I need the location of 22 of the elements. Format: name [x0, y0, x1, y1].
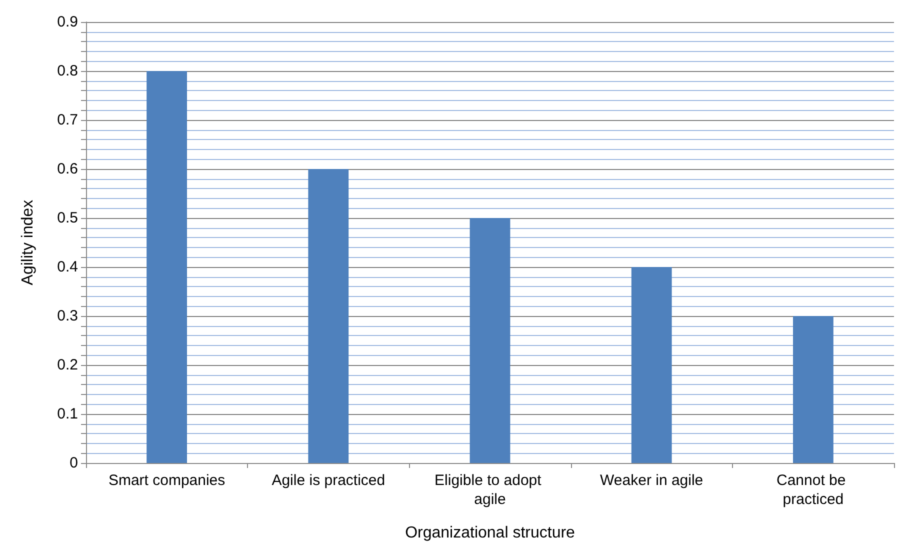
- y-tick-label: 0: [70, 454, 78, 472]
- y-tick-label: 0.4: [57, 258, 78, 276]
- bar: [631, 267, 672, 463]
- x-tick-label: Cannot be practiced: [776, 472, 850, 508]
- y-tick-label: 0.2: [57, 356, 78, 374]
- bar: [470, 218, 510, 463]
- x-tick-label: Smart companies: [108, 472, 226, 489]
- x-tick-label: Weaker in agile: [600, 472, 704, 489]
- y-tick-label: 0.8: [57, 62, 78, 80]
- y-tick-label: 0.3: [57, 308, 78, 324]
- bar: [308, 169, 349, 463]
- y-tick-label: 0.5: [57, 210, 78, 226]
- bar: [146, 71, 187, 463]
- bar: [793, 316, 834, 463]
- y-tick-label: 0.6: [57, 160, 78, 178]
- x-tick-label: Eligible to adopt agile: [434, 472, 546, 508]
- y-axis-title: Agility index: [20, 200, 36, 286]
- x-axis-title: Organizational structure: [405, 524, 576, 542]
- x-tick-label: Agile is practiced: [272, 472, 386, 489]
- y-tick-label: 0.7: [57, 112, 78, 128]
- y-tick-label: 0.9: [57, 14, 78, 30]
- y-tick-label: 0.1: [57, 406, 78, 422]
